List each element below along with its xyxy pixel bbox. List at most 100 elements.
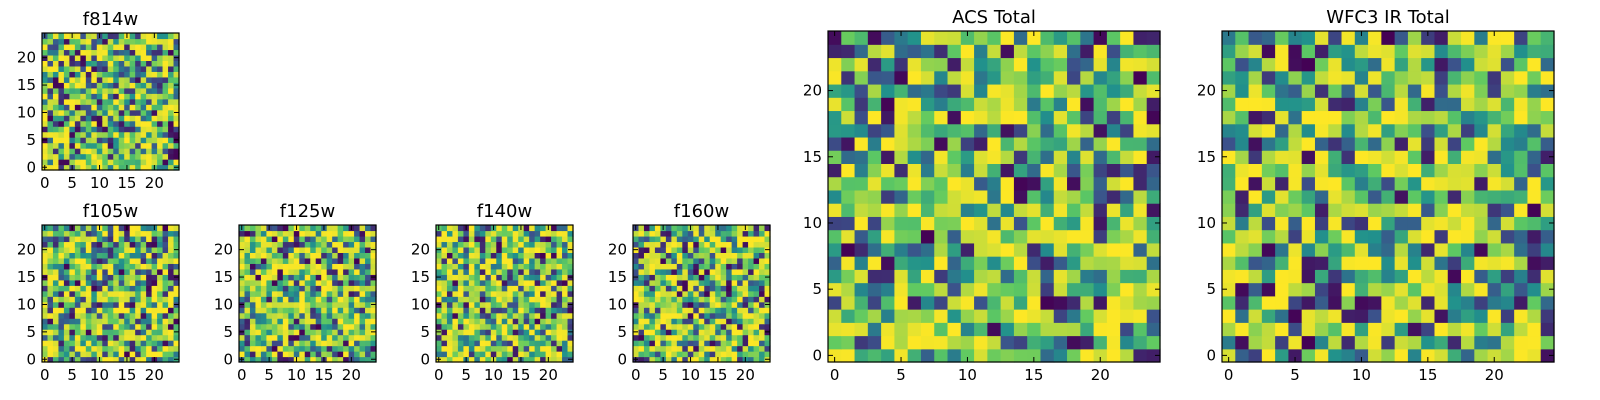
heatmap-cell [463,307,470,314]
heatmap-cell [974,110,988,125]
heatmap-cell [1354,229,1369,244]
heatmap-cell [987,189,1002,204]
heatmap-cell [643,334,651,341]
heatmap-cell [709,225,716,232]
heatmap-cell [682,279,689,286]
heatmap-cell [1275,282,1289,297]
heatmap-cell [726,268,733,275]
heatmap-cell [118,312,125,319]
heatmap-cell [731,290,738,297]
heatmap-cell [759,329,766,336]
heatmap-cell [671,246,678,253]
heatmap-cell [129,49,136,56]
heatmap-cell [654,285,661,292]
heatmap-cell [74,104,81,111]
heatmap-cell [326,263,333,270]
heatmap-cell [1487,295,1502,310]
heatmap-cell [759,252,766,259]
heatmap-cell [1053,309,1068,323]
heatmap-cell [682,241,689,248]
heatmap-cell [91,230,98,237]
heatmap-cell [277,345,284,352]
heatmap-cell [720,268,727,275]
heatmap-cell [1288,150,1303,164]
heatmap-cell [987,150,1002,164]
heatmap-cell [759,351,766,358]
heatmap-cell [463,235,470,243]
heatmap-cell [551,230,558,237]
heatmap-cell [239,263,246,270]
heatmap-cell [288,252,295,259]
heatmap-cell [146,323,153,330]
heatmap-cell [1013,322,1028,337]
heatmap-cell [562,323,569,330]
heatmap-cell [348,312,355,319]
heatmap-cell [551,340,558,347]
heatmap-cell [58,38,65,45]
heatmap-cell [468,318,475,325]
heatmap-cell [168,252,175,259]
heatmap-cell [687,290,694,297]
heatmap-cell [124,301,131,308]
heatmap-cell [649,285,656,292]
heatmap-cell [162,241,169,248]
heatmap-cell [1000,31,1015,45]
heatmap-cell [173,318,180,325]
heatmap-cell [894,203,909,217]
heatmap-cell [907,83,922,98]
heatmap-cell [58,142,65,149]
heatmap-cell [282,268,289,275]
heatmap-cell [1368,83,1382,98]
x-tick-label: 10 [1352,366,1371,384]
heatmap-cell [129,345,136,352]
heatmap-cell [118,126,125,133]
heatmap-cell [463,241,470,248]
heatmap-cell [1341,83,1356,98]
heatmap-cell [282,318,289,325]
heatmap-cell [107,225,114,232]
heatmap-cell [562,312,569,319]
heatmap-cell [512,345,519,352]
heatmap-cell [867,242,882,257]
heatmap-cell [47,82,54,89]
heatmap-cell [474,246,481,253]
heatmap-cell [1368,189,1382,204]
heatmap-cell [693,301,700,308]
heatmap-cell [162,164,169,171]
heatmap-cell [638,263,645,270]
heatmap-cell [129,351,136,358]
heatmap-cell [567,279,574,286]
heatmap-cell [1421,44,1436,59]
heatmap-cell [1514,242,1529,257]
heatmap-cell [1301,348,1316,363]
heatmap-cell [310,230,317,237]
heatmap-cell [1040,70,1055,85]
heatmap-cell [1288,176,1303,191]
heatmap-cell [299,351,306,358]
heatmap-cell [249,296,257,303]
heatmap-cell [474,279,481,286]
heatmap-cell [157,43,164,51]
heatmap-cell [321,296,328,303]
heatmap-cell [693,340,700,347]
heatmap-cell [359,318,366,325]
heatmap-cell [828,189,842,204]
heatmap-cell [91,235,98,243]
heatmap-cell [1447,150,1462,164]
heatmap-cell [737,329,744,336]
heatmap-cell [1474,335,1489,350]
heatmap-cell [490,296,497,303]
heatmap-cell [140,279,147,286]
heatmap-cell [293,323,300,330]
heatmap-cell [370,268,377,275]
heatmap-cell [1013,189,1028,204]
heatmap-cell [58,159,65,166]
heatmap-cell [1341,335,1356,350]
heatmap-cell [244,290,251,297]
heatmap-cell [326,296,333,303]
heatmap-cell [947,242,962,257]
heatmap-cell [80,279,87,286]
heatmap-cell [446,230,454,237]
heatmap-cell [52,225,60,232]
heatmap-cell [140,126,147,133]
